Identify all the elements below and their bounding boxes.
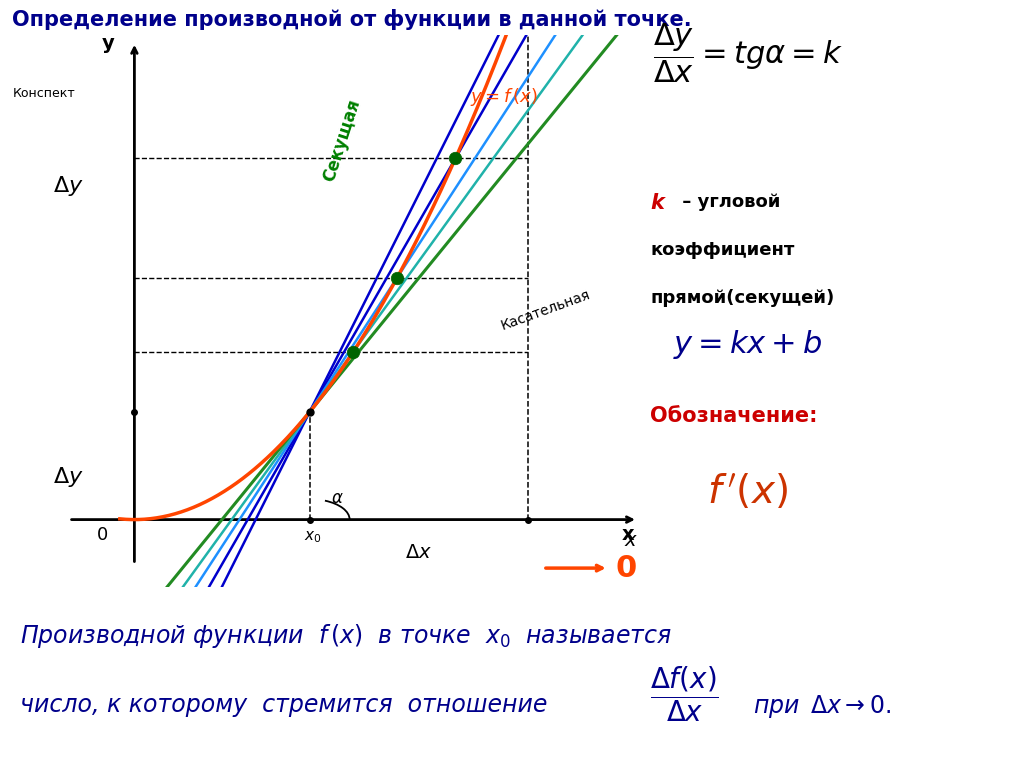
Text: при $\,\Delta x \rightarrow 0.$: при $\,\Delta x \rightarrow 0.$	[753, 693, 891, 719]
Text: $f\,'(x)$: $f\,'(x)$	[708, 472, 787, 512]
Text: $\Delta y$: $\Delta y$	[52, 465, 83, 489]
Text: Производной функции  $f\,(x)$  в точке  $x_0$  называется: Производной функции $f\,(x)$ в точке $x_…	[20, 622, 673, 650]
Text: $y = kx + b$: $y = kx + b$	[673, 328, 822, 361]
Text: $\Delta y$: $\Delta y$	[52, 174, 83, 199]
Text: Обозначение:: Обозначение:	[650, 407, 818, 426]
Text: число, к которому  стремится  отношение: число, к которому стремится отношение	[20, 693, 548, 717]
Text: 0: 0	[615, 554, 637, 583]
Text: $y = f\,(x)$: $y = f\,(x)$	[470, 86, 538, 107]
Text: $\alpha$: $\alpha$	[332, 489, 344, 507]
Text: – угловой: – угловой	[676, 193, 780, 211]
Text: Определение производной от функции в данной точке.: Определение производной от функции в дан…	[12, 9, 692, 30]
Text: Конспект: Конспект	[12, 87, 75, 100]
Text: $\Delta x$: $\Delta x$	[406, 543, 432, 562]
Text: прямой(секущей): прямой(секущей)	[650, 289, 835, 307]
Text: $\dfrac{\Delta f(x)}{\Delta x}$: $\dfrac{\Delta f(x)}{\Delta x}$	[650, 665, 719, 725]
Text: y: y	[101, 35, 115, 54]
Text: коэффициент: коэффициент	[650, 241, 795, 258]
Text: Касательная: Касательная	[499, 288, 593, 333]
Text: 0: 0	[96, 526, 108, 545]
Text: Секущая: Секущая	[319, 97, 364, 184]
Text: x: x	[622, 525, 634, 545]
Text: $x_0$: $x_0$	[304, 529, 322, 545]
Text: x: x	[625, 531, 636, 550]
Text: $\dfrac{\Delta y}{\Delta x} = tg\alpha = k$: $\dfrac{\Delta y}{\Delta x} = tg\alpha =…	[652, 21, 843, 84]
Text: $\boldsymbol{k}$: $\boldsymbol{k}$	[650, 193, 668, 212]
